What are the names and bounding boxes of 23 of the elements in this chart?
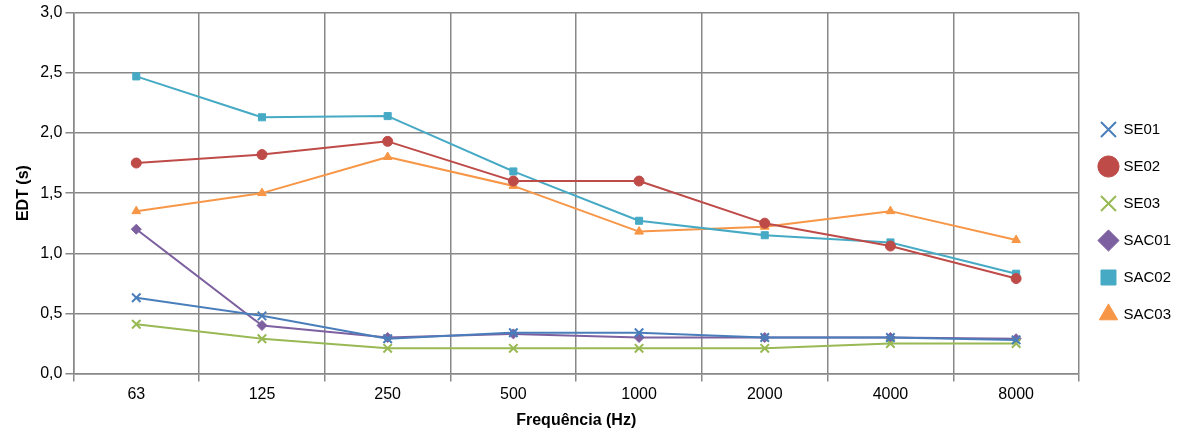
y-axis-title: EDT (s) <box>14 165 32 222</box>
x-tick-label: 63 <box>127 384 146 402</box>
x-tick-label: 2000 <box>746 384 783 402</box>
y-tick-label: 0,0 <box>40 364 63 382</box>
legend-label: SAC03 <box>1123 304 1171 322</box>
y-tick-label: 2,5 <box>40 63 63 81</box>
y-tick-label: 2,0 <box>40 123 63 141</box>
legend-label: SE02 <box>1123 156 1161 174</box>
y-tick-label: 0,5 <box>40 303 63 321</box>
x-axis-title: Frequência (Hz) <box>516 410 637 428</box>
legend-label: SE03 <box>1123 193 1161 211</box>
x-tick-label: 8000 <box>998 384 1035 402</box>
legend-label: SE01 <box>1123 119 1161 137</box>
x-tick-label: 125 <box>248 384 276 402</box>
x-tick-label: 250 <box>374 384 402 402</box>
x-tick-label: 1000 <box>621 384 657 402</box>
y-tick-label: 1,0 <box>40 243 63 261</box>
x-tick-label: 500 <box>500 384 527 402</box>
x-tick-label: 4000 <box>872 384 909 402</box>
y-tick-label: 3,0 <box>40 3 63 21</box>
y-tick-label: 1,5 <box>40 183 63 201</box>
legend-label: SAC01 <box>1123 230 1171 248</box>
legend-label: SAC02 <box>1123 267 1171 285</box>
